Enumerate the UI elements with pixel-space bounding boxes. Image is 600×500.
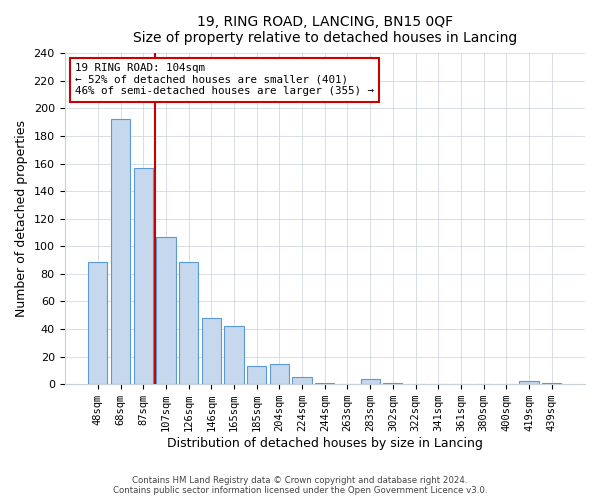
Bar xyxy=(361,378,380,384)
Bar xyxy=(383,383,403,384)
Bar xyxy=(247,366,266,384)
Bar xyxy=(270,364,289,384)
Y-axis label: Number of detached properties: Number of detached properties xyxy=(15,120,28,318)
Bar xyxy=(292,378,312,384)
Bar xyxy=(179,262,198,384)
Bar xyxy=(202,318,221,384)
X-axis label: Distribution of detached houses by size in Lancing: Distribution of detached houses by size … xyxy=(167,437,483,450)
Bar xyxy=(224,326,244,384)
Bar xyxy=(520,382,539,384)
Bar xyxy=(88,262,107,384)
Title: 19, RING ROAD, LANCING, BN15 0QF
Size of property relative to detached houses in: 19, RING ROAD, LANCING, BN15 0QF Size of… xyxy=(133,15,517,45)
Text: 19 RING ROAD: 104sqm
← 52% of detached houses are smaller (401)
46% of semi-deta: 19 RING ROAD: 104sqm ← 52% of detached h… xyxy=(75,63,374,96)
Bar xyxy=(111,120,130,384)
Bar xyxy=(134,168,153,384)
Bar xyxy=(315,383,334,384)
Bar xyxy=(542,383,562,384)
Text: Contains HM Land Registry data © Crown copyright and database right 2024.
Contai: Contains HM Land Registry data © Crown c… xyxy=(113,476,487,495)
Bar xyxy=(156,236,176,384)
